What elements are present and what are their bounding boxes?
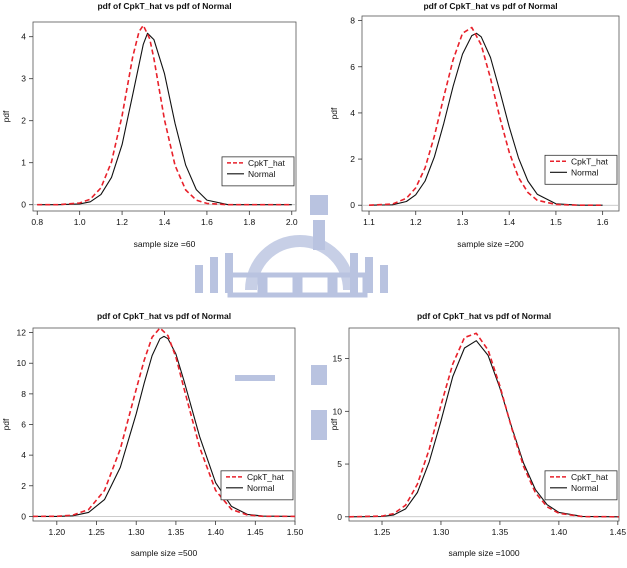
y-tick-label: 2	[21, 481, 26, 491]
y-axis-label: pdf	[1, 418, 11, 430]
series-line-normal	[368, 32, 603, 206]
y-tick-label: 4	[350, 108, 355, 118]
plot-frame	[348, 327, 620, 522]
legend-box	[544, 154, 618, 185]
y-tick-label: 0	[21, 200, 26, 210]
x-tick-label: 1.6	[201, 217, 213, 227]
x-tick-label: 1.35	[168, 527, 185, 537]
x-tick-label: 0.8	[31, 217, 43, 227]
x-tick-label: 1.4	[503, 217, 515, 227]
chart-panel-3: pdf of CpkT_hat vs pdf of Normal 1.20 1.25…	[1, 311, 304, 558]
legend-box	[221, 156, 295, 187]
legend-label: CpkT_hat	[247, 472, 284, 482]
x-axis-label: sample size =1000	[448, 548, 519, 558]
legend-label: Normal	[571, 483, 599, 493]
x-tick-label: 1.45	[247, 527, 264, 537]
legend-label: CpkT_hat	[571, 472, 608, 482]
x-tick-label: 1.6	[597, 217, 609, 227]
series-line-cpkt-hat	[37, 24, 292, 206]
x-tick-label: 1.3	[457, 217, 469, 227]
y-tick-label: 3	[21, 74, 26, 84]
x-tick-label: 1.2	[116, 217, 128, 227]
y-tick-label: 15	[333, 354, 343, 364]
y-axis-label: pdf	[329, 418, 339, 430]
x-tick-label: 1.5	[550, 217, 562, 227]
x-axis-label: sample size =60	[134, 239, 196, 249]
x-tick-label: 1.1	[363, 217, 375, 227]
x-tick-label: 1.25	[88, 527, 105, 537]
chart-panel-1: pdf of CpkT_hat vs pdf of Normal 0.8 1.0 1.…	[1, 1, 298, 249]
x-tick-label: 1.25	[374, 527, 391, 537]
legend-label: Normal	[248, 169, 276, 179]
x-tick-label: 1.20	[49, 527, 66, 537]
y-tick-label: 1	[21, 158, 26, 168]
chart-title: pdf of CpkT_hat vs pdf of Normal	[97, 311, 231, 321]
x-tick-label: 1.40	[207, 527, 224, 537]
y-tick-label: 4	[21, 450, 26, 460]
y-tick-label: 8	[21, 389, 26, 399]
x-tick-label: 1.2	[410, 217, 422, 227]
chart-title: pdf of CpkT_hat vs pdf of Normal	[97, 1, 231, 11]
x-axis-label: sample size =500	[131, 548, 198, 558]
x-tick-label: 2.0	[286, 217, 298, 227]
series-line-cpkt-hat	[368, 26, 603, 206]
x-tick-label: 1.30	[433, 527, 450, 537]
y-tick-label: 10	[17, 358, 27, 368]
x-tick-label: 1.35	[492, 527, 509, 537]
y-tick-label: 0	[350, 200, 355, 210]
y-axis-label: pdf	[1, 110, 11, 122]
chart-title: pdf of CpkT_hat vs pdf of Normal	[423, 1, 557, 11]
chart-title: pdf of CpkT_hat vs pdf of Normal	[417, 311, 551, 321]
x-tick-label: 1.45	[610, 527, 627, 537]
y-tick-label: 10	[333, 406, 343, 416]
y-tick-label: 6	[21, 420, 26, 430]
y-tick-label: 2	[350, 154, 355, 164]
y-tick-label: 2	[21, 116, 26, 126]
university-seal-watermark	[195, 195, 388, 440]
legend-label: Normal	[571, 167, 599, 177]
series-line-cpkt-hat	[348, 332, 620, 518]
series-line-normal	[348, 340, 620, 518]
x-tick-label: 1.30	[128, 527, 145, 537]
plot-frame	[361, 15, 620, 212]
y-tick-label: 12	[17, 328, 27, 338]
y-tick-label: 8	[350, 16, 355, 26]
series-line-normal	[33, 335, 296, 517]
y-tick-label: 5	[337, 459, 342, 469]
y-tick-label: 6	[350, 62, 355, 72]
x-tick-label: 1.50	[287, 527, 304, 537]
legend-box	[544, 470, 618, 501]
x-tick-label: 1.0	[74, 217, 86, 227]
legend-label: Normal	[247, 483, 275, 493]
x-tick-label: 1.40	[551, 527, 568, 537]
chart-panel-4: pdf of CpkT_hat vs pdf of Normal 1.25 1.30…	[329, 311, 626, 558]
y-tick-label: 0	[21, 511, 26, 521]
x-tick-label: 1.4	[159, 217, 171, 227]
legend-label: CpkT_hat	[571, 156, 608, 166]
chart-panel-2: pdf of CpkT_hat vs pdf of Normal 1.1 1.2 1.…	[329, 1, 620, 249]
y-axis-label: pdf	[329, 107, 339, 119]
x-tick-label: 1.8	[243, 217, 255, 227]
legend-box	[220, 470, 294, 501]
y-tick-label: 4	[21, 32, 26, 42]
series-line-cpkt-hat	[32, 327, 296, 518]
x-axis-label: sample size =200	[457, 239, 524, 249]
legend-label: CpkT_hat	[248, 158, 285, 168]
y-tick-label: 0	[337, 512, 342, 522]
series-line-normal	[37, 32, 292, 206]
